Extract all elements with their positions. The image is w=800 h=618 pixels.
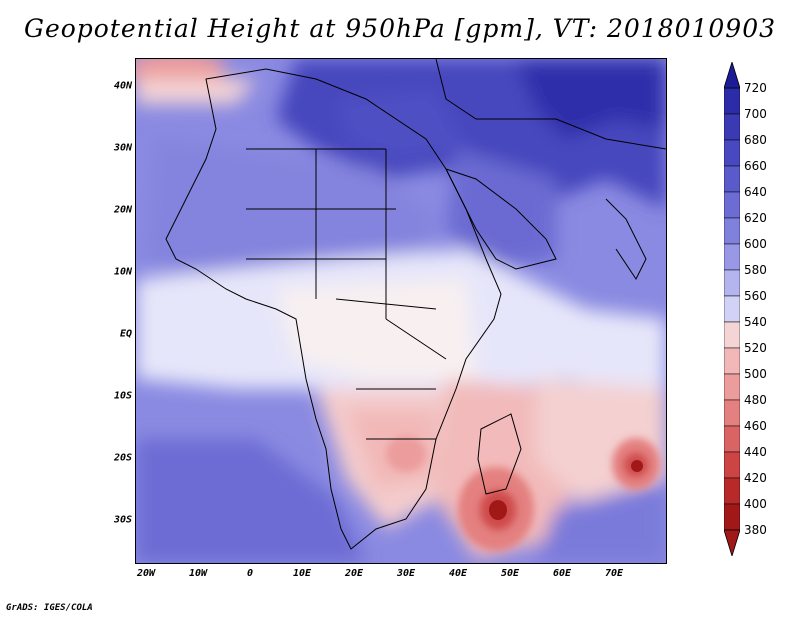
lon-label-70e: 70E	[604, 568, 624, 579]
colorbar-label: 540	[744, 315, 767, 329]
lon-label-40e: 40E	[448, 568, 468, 579]
lon-label-50e: 50E	[500, 568, 520, 579]
lat-label-10s: 10S	[113, 390, 132, 402]
colorbar-label: 580	[744, 263, 767, 277]
colorbar-bin	[724, 373, 740, 401]
colorbar-label: 500	[744, 367, 767, 381]
colorbar-bin	[724, 165, 740, 193]
colorbar-label: 380	[744, 523, 767, 537]
colorbar-label: 560	[744, 289, 767, 303]
map-title: Geopotential Height at 950hPa [gpm], VT:…	[23, 14, 777, 43]
lat-label-20n: 20N	[113, 204, 132, 216]
colorbar-bin	[724, 425, 740, 453]
lon-label-30e: 30E	[396, 568, 416, 579]
colorbar-bin	[724, 217, 740, 245]
colorbar-label: 460	[744, 419, 767, 433]
colorbar-bin	[724, 399, 740, 427]
colorbar-label: 420	[744, 471, 767, 485]
colorbar-bin	[724, 113, 740, 141]
colorbar-bin	[724, 269, 740, 297]
lat-label-30n: 30N	[113, 142, 132, 154]
colorbar-label: 600	[744, 237, 767, 251]
colorbar-bin	[724, 451, 740, 479]
colorbar-top-triangle	[724, 62, 740, 89]
colorbar-label: 400	[744, 497, 767, 511]
colorbar-bin	[724, 347, 740, 375]
colorbar-bin	[724, 477, 740, 505]
lat-label-eq: EQ	[119, 328, 132, 340]
colorbar-label: 660	[744, 159, 767, 173]
colorbar-label: 680	[744, 133, 767, 147]
grads-credit: GrADS: IGES/COLA	[6, 603, 93, 613]
colorbar-label: 620	[744, 211, 767, 225]
lon-label-20w: 20W	[136, 568, 156, 579]
lon-label-60e: 60E	[552, 568, 572, 579]
colorbar-label: 720	[744, 81, 767, 95]
colorbar-bottom-triangle	[724, 529, 740, 556]
colorbar-label: 700	[744, 107, 767, 121]
colorbar-bin	[724, 321, 740, 349]
lat-label-20s: 20S	[113, 452, 132, 464]
colorbar-bin	[724, 87, 740, 115]
colorbar	[724, 62, 740, 556]
lat-label-10n: 10N	[113, 266, 132, 278]
colorbar-label: 440	[744, 445, 767, 459]
colorbar-bin	[724, 503, 740, 531]
colorbar-label: 480	[744, 393, 767, 407]
lat-label-30s: 30S	[113, 514, 132, 526]
map-plot-area	[135, 58, 667, 564]
lat-label-40n: 40N	[113, 80, 132, 92]
lon-label-10w: 10W	[188, 568, 208, 579]
height-field	[136, 59, 666, 563]
colorbar-bin	[724, 139, 740, 167]
lon-label-20e: 20E	[344, 568, 364, 579]
colorbar-bin	[724, 191, 740, 219]
colorbar-label: 520	[744, 341, 767, 355]
lon-label-0: 0	[246, 568, 254, 579]
colorbar-bin	[724, 295, 740, 323]
colorbar-bin	[724, 243, 740, 271]
lon-label-10e: 10E	[292, 568, 312, 579]
colorbar-label: 640	[744, 185, 767, 199]
